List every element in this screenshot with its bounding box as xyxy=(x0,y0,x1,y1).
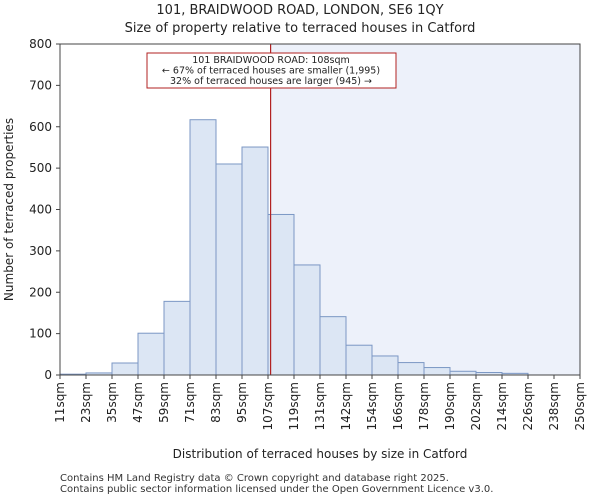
x-axis: 11sqm 23sqm 35sqm 47sqm 59sqm 71sqm 83sqm 95sqm… xyxy=(53,375,587,430)
bar xyxy=(449,370,477,376)
x-tick-label: 107sqm xyxy=(261,382,275,430)
bar xyxy=(423,367,451,376)
x-tick-label: 226sqm xyxy=(521,382,535,430)
y-tick-label: 200 xyxy=(29,285,52,299)
bar xyxy=(319,316,347,376)
y-tick-label: 800 xyxy=(29,37,52,51)
x-tick-label: 250sqm xyxy=(573,382,587,430)
x-tick-label: 178sqm xyxy=(417,382,431,430)
x-tick-label: 142sqm xyxy=(339,382,353,430)
bar xyxy=(137,332,165,376)
chart-title: 101, BRAIDWOOD ROAD, LONDON, SE6 1QY xyxy=(156,3,444,18)
x-tick-label: 202sqm xyxy=(469,382,483,430)
x-tick-label: 23sqm xyxy=(79,382,93,423)
x-tick-label: 95sqm xyxy=(235,382,249,423)
bar xyxy=(397,362,425,376)
x-tick-label: 71sqm xyxy=(183,382,197,423)
y-axis: 0 100 200 300 400 500 600 700 800 xyxy=(29,37,60,382)
bars-group xyxy=(59,119,529,376)
bar xyxy=(267,213,295,376)
x-tick-label: 11sqm xyxy=(53,382,67,423)
bar xyxy=(215,163,243,376)
x-tick-label: 47sqm xyxy=(131,382,145,423)
y-tick-label: 0 xyxy=(44,368,52,382)
x-tick-label: 166sqm xyxy=(391,382,405,430)
annotation-line-2: ← 67% of terraced houses are smaller (1,… xyxy=(162,66,380,77)
annotation-line-1: 101 BRAIDWOOD ROAD: 108sqm xyxy=(192,55,350,66)
y-tick-label: 500 xyxy=(29,161,52,175)
annotation-box xyxy=(146,52,397,89)
x-tick-label: 238sqm xyxy=(547,382,561,430)
x-tick-label: 214sqm xyxy=(495,382,509,430)
y-axis-label: Number of terraced properties xyxy=(2,118,16,301)
footer-line-2: Contains public sector information licen… xyxy=(60,484,494,495)
bar xyxy=(189,119,217,376)
y-tick-label: 100 xyxy=(29,327,52,341)
x-tick-label: 35sqm xyxy=(105,382,119,423)
x-tick-label: 154sqm xyxy=(365,382,379,430)
y-tick-label: 300 xyxy=(29,244,52,258)
marker-annotation: 101 BRAIDWOOD ROAD: 108sqm ← 67% of terr… xyxy=(146,52,397,89)
bar xyxy=(111,362,139,376)
footer-line-1: Contains HM Land Registry data © Crown c… xyxy=(60,473,449,484)
x-tick-label: 190sqm xyxy=(443,382,457,430)
x-tick-label: 119sqm xyxy=(287,382,301,430)
x-axis-label: Distribution of terraced houses by size … xyxy=(173,447,468,461)
annotation-line-3: 32% of terraced houses are larger (945) … xyxy=(170,76,372,87)
y-tick-label: 700 xyxy=(29,78,52,92)
x-tick-label: 83sqm xyxy=(209,382,223,423)
bar xyxy=(293,264,321,376)
bar xyxy=(241,146,269,376)
y-tick-label: 600 xyxy=(29,120,52,134)
x-tick-label: 59sqm xyxy=(157,382,171,423)
y-tick-label: 400 xyxy=(29,203,52,217)
chart-subtitle: Size of property relative to terraced ho… xyxy=(124,21,476,36)
bar xyxy=(371,355,399,376)
bar xyxy=(345,344,373,376)
bar xyxy=(163,300,191,376)
x-tick-label: 131sqm xyxy=(313,382,327,430)
